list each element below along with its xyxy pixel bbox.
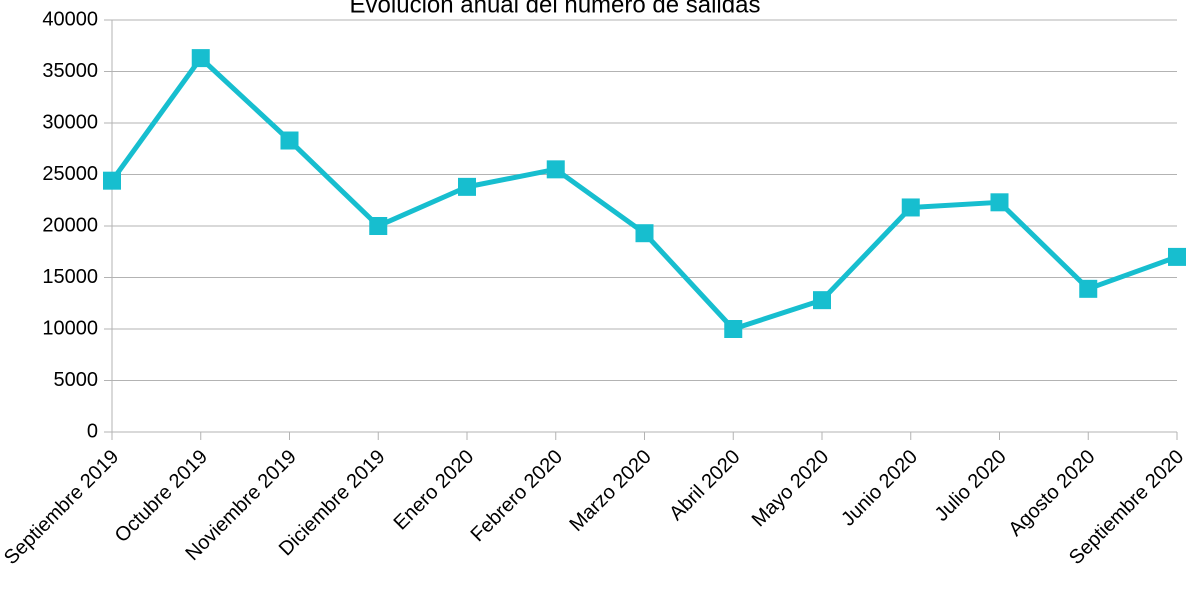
y-tick-label: 15000: [42, 266, 98, 288]
y-tick-label: 40000: [42, 8, 98, 30]
x-tick-label: Mayo 2020: [748, 446, 834, 532]
y-tick-label: 25000: [42, 163, 98, 185]
x-tick-label: Agosto 2020: [1005, 446, 1100, 541]
data-point: [635, 224, 654, 243]
y-tick-label: 5000: [54, 369, 99, 391]
x-tick-label: Octubre 2019: [111, 446, 212, 547]
data-point: [813, 291, 831, 310]
y-tick-label: 10000: [42, 317, 98, 339]
x-tick-label: Julio 2020: [931, 446, 1011, 526]
data-point: [103, 171, 121, 190]
x-tick-label: Febrero 2020: [467, 446, 567, 546]
y-tick-label: 35000: [42, 60, 98, 82]
data-point: [280, 131, 299, 150]
data-point: [990, 193, 1009, 212]
data-point: [1079, 279, 1098, 298]
x-tick-label: Septiembre 2019: [0, 446, 123, 569]
data-point: [458, 177, 476, 196]
data-point: [724, 320, 743, 338]
data-point: [369, 217, 388, 235]
data-point: [901, 198, 920, 217]
x-tick-label: Junio 2020: [837, 446, 922, 531]
y-tick-label: 20000: [42, 214, 98, 236]
x-tick-label: Abril 2020: [665, 446, 744, 525]
y-tick-label: 30000: [42, 111, 98, 133]
series-line: [109, 55, 1178, 332]
chart-title: Evolución anual del número de salidas: [350, 0, 761, 18]
data-point: [1168, 247, 1186, 266]
y-tick-label: 0: [87, 420, 98, 442]
data-point: [191, 49, 210, 68]
data-point: [546, 160, 565, 179]
x-tick-label: Marzo 2020: [566, 446, 656, 536]
x-tick-label: Enero 2020: [390, 446, 479, 535]
